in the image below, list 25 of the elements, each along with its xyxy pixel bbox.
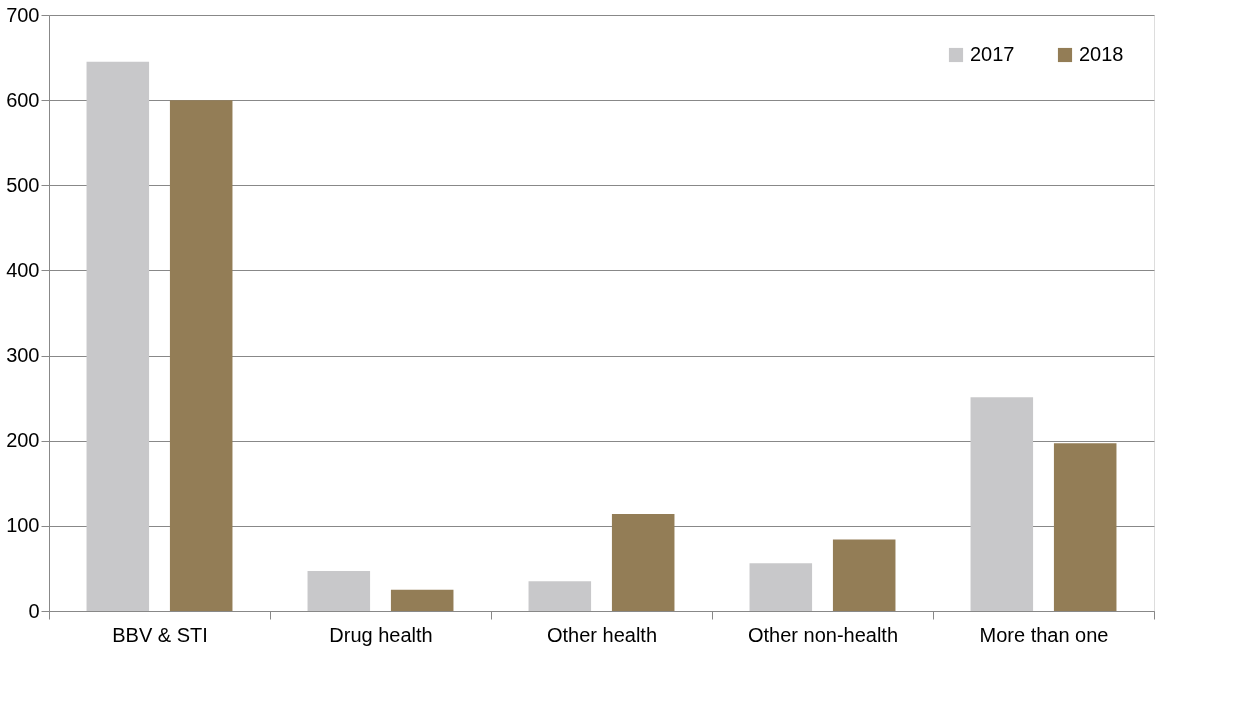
y-tick-label: 100	[6, 514, 40, 537]
bar	[390, 589, 454, 611]
x-tick-label: BBV & STI	[112, 623, 208, 646]
bar	[1053, 443, 1117, 611]
bar	[832, 539, 896, 611]
bar	[749, 563, 813, 611]
y-tick-label: 300	[6, 344, 40, 367]
x-tick-label: Other non-health	[747, 623, 899, 646]
bar	[528, 581, 592, 611]
legend-label: 2018	[1079, 43, 1124, 65]
y-tick-label: 400	[6, 258, 40, 281]
x-tick-label: Other health	[546, 623, 658, 646]
x-tick-label: More than one	[979, 623, 1109, 646]
y-tick-label: 500	[6, 173, 40, 196]
y-tick-label: 200	[6, 429, 40, 452]
y-tick-label: 600	[6, 88, 40, 111]
bar	[611, 513, 675, 611]
bar	[86, 61, 150, 611]
y-tick-label: 700	[6, 3, 40, 26]
bar	[169, 100, 233, 611]
y-tick-label: 0	[28, 599, 40, 622]
x-tick-label: Drug health	[329, 623, 433, 646]
bar	[307, 570, 371, 611]
bar	[970, 397, 1034, 611]
legend-label: 2017	[970, 43, 1015, 65]
